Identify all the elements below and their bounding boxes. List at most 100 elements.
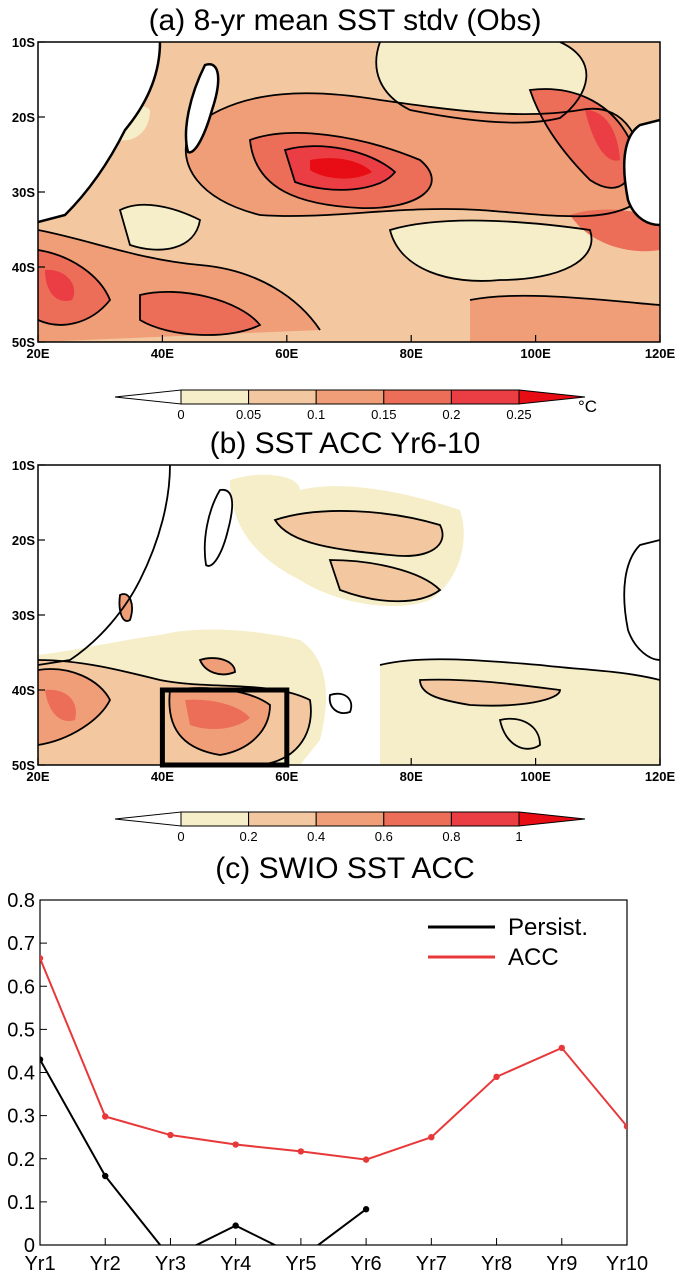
panel-b-contour-high-sw <box>45 689 76 722</box>
panel-c-point-acc <box>623 1123 627 1130</box>
panel-a-contour-band-se <box>470 295 660 342</box>
panel-c-x-tick-label: Yr9 <box>546 1253 577 1275</box>
panel-b-colorbar-tick-label: 0.6 <box>375 829 393 844</box>
panel-b-colorbar: 0 0.2 0.4 0.6 0.8 1 <box>114 811 586 844</box>
panel-c-y-tick-label: 0.1 <box>7 1192 35 1214</box>
panel-b-map <box>38 465 660 765</box>
panel-a-colorbar-unit: °C <box>578 397 597 416</box>
panel-c-axes: Yr1 Yr2 Yr3 Yr4 Yr5 Yr6 Yr7 Yr8 Yr9 Yr10 0 0.1 0.2 0.… <box>7 890 648 1275</box>
panel-b-swio-box <box>159 687 290 768</box>
panel-c-series-line-persist <box>40 1059 367 1245</box>
panel-b-y-tick-label: 10S <box>12 458 35 473</box>
panel-a-axes: 20E 40E 60E 80E 100E 120E 10S 20S 30S 40S 50S <box>12 35 676 361</box>
panel-b-x-tick-label: 40E <box>151 769 174 784</box>
panel-b-colorbar-box <box>248 811 317 827</box>
panel-b-colorbar-high-triangle <box>518 811 586 827</box>
panel-b-colorbar-box <box>383 811 452 827</box>
panel-a-y-tick-label: 50S <box>12 335 35 350</box>
panel-c-y-tick-label: 0.3 <box>7 1106 35 1128</box>
panel-a-colorbar-tick-label: 0.25 <box>506 407 531 422</box>
panel-b-colorbar-tick-label: 0.8 <box>442 829 460 844</box>
panel-c-y-tick-label: 0.8 <box>7 890 35 912</box>
panel-c-plot-area <box>40 955 627 1245</box>
panel-c-point-acc <box>428 1133 435 1141</box>
panel-a-colorbar-tick-label: 0.1 <box>307 407 325 422</box>
panel-a-colorbar-tick-label: 0.2 <box>442 407 460 422</box>
panel-a-colorbar-box <box>180 389 250 405</box>
panel-c-point-acc <box>167 1131 174 1139</box>
panel-c-x-tick-label: Yr2 <box>90 1253 121 1275</box>
panel-a-y-tick-label: 40S <box>12 260 35 275</box>
panel-c-y-tick-label: 0.6 <box>7 976 35 998</box>
panel-c-x-tick-label: Yr5 <box>285 1253 316 1275</box>
panel-c-point-persist <box>362 1206 370 1213</box>
panel-b-x-tick-label: 120E <box>645 769 676 784</box>
panel-a-title: (a) 8-yr mean SST stdv (Obs) <box>149 4 542 37</box>
panel-a-contour-max <box>310 158 372 179</box>
panel-b-coastlines <box>38 465 660 666</box>
panel-b-y-tick-label: 20S <box>12 533 35 548</box>
panel-a-x-tick-label: 80E <box>400 346 423 361</box>
panel-a-land-australia <box>624 120 660 225</box>
panel-c-legend-label: ACC <box>508 944 559 971</box>
panel-a-contour-low-mid <box>390 220 592 281</box>
panel-a-x-tick-label: 40E <box>151 346 174 361</box>
panel-a-map <box>38 42 660 342</box>
panel-a-contour-low-west <box>120 204 200 250</box>
panel-c-point-acc <box>40 955 44 962</box>
panel-a-x-tick-label: 60E <box>275 346 298 361</box>
panel-b-colorbar-tick-label: 0.2 <box>240 829 258 844</box>
panel-c-y-tick-label: 0.2 <box>7 1149 35 1171</box>
panel-c-x-tick-label: Yr1 <box>24 1253 55 1275</box>
panel-a-coastlines <box>38 42 660 227</box>
panel-a-x-tick-label: 120E <box>645 346 676 361</box>
panel-b-colorbar-box <box>315 811 385 827</box>
panel-b-y-tick-label: 40S <box>12 683 35 698</box>
panel-a-y-tick-label: 20S <box>12 110 35 125</box>
panel-b-contour-low-north <box>275 510 443 556</box>
panel-a-land-africa <box>38 42 160 222</box>
panel-c-point-acc <box>362 1156 370 1163</box>
panel-c-point-acc <box>493 1073 500 1081</box>
panel-c-point-acc <box>232 1141 239 1148</box>
panel-a-contour-core-south <box>140 291 260 336</box>
panel-b-colorbar-low-triangle <box>114 811 182 827</box>
panel-a-contour-peak-sw <box>45 269 75 301</box>
panel-a-contour-core-sw <box>38 250 110 325</box>
panel-a-contour-peak-east <box>585 110 620 161</box>
panel-c-point-acc <box>558 1044 565 1052</box>
panel-b-colorbar-tick-label: 0 <box>177 829 184 844</box>
panel-a-colorbar-box <box>248 389 317 405</box>
panel-b-y-tick-label: 50S <box>12 758 35 773</box>
panel-a-colorbar-tick-label: 0.15 <box>371 407 396 422</box>
panel-c-x-tick-label: Yr4 <box>220 1253 251 1275</box>
panel-c-x-tick-label: Yr6 <box>351 1253 382 1275</box>
panel-c-y-tick-label: 0.7 <box>7 933 35 955</box>
panel-a-land-madagascar <box>185 64 219 153</box>
panel-c-legend: Persist. ACC <box>428 914 588 971</box>
panel-c-x-tick-label: Yr7 <box>416 1253 447 1275</box>
panel-b-x-tick-label: 80E <box>400 769 423 784</box>
panel-b-contour-low-mid <box>330 560 440 602</box>
panel-c-point-persist <box>232 1222 239 1229</box>
panel-a-colorbar-box <box>383 389 452 405</box>
panel-c-point-acc <box>297 1148 305 1155</box>
panel-a-x-tick-label: 100E <box>520 346 551 361</box>
panel-c-y-tick-label: 0.4 <box>7 1063 35 1085</box>
panel-c-x-tick-label: Yr10 <box>606 1253 648 1275</box>
panel-c-point-persist <box>40 1056 44 1063</box>
panel-a-colorbar-box <box>315 389 385 405</box>
panel-a-colorbar-high-triangle <box>518 389 586 405</box>
panel-a-colorbar-low-triangle <box>114 389 182 405</box>
panel-a-y-tick-label: 30S <box>12 185 35 200</box>
panel-b-x-tick-label: 100E <box>520 769 551 784</box>
panel-a-colorbar-tick-label: 0.05 <box>236 407 261 422</box>
panel-b-colorbar-tick-label: 1 <box>515 829 522 844</box>
panel-a-contour-core-ne <box>570 209 660 252</box>
panel-c-x-tick-label: Yr8 <box>481 1253 512 1275</box>
panel-b-y-tick-label: 30S <box>12 608 35 623</box>
panel-b-contour-zero-southeast <box>380 659 660 765</box>
panel-b-colorbar-box <box>450 811 520 827</box>
panel-c-point-acc <box>102 1113 109 1120</box>
